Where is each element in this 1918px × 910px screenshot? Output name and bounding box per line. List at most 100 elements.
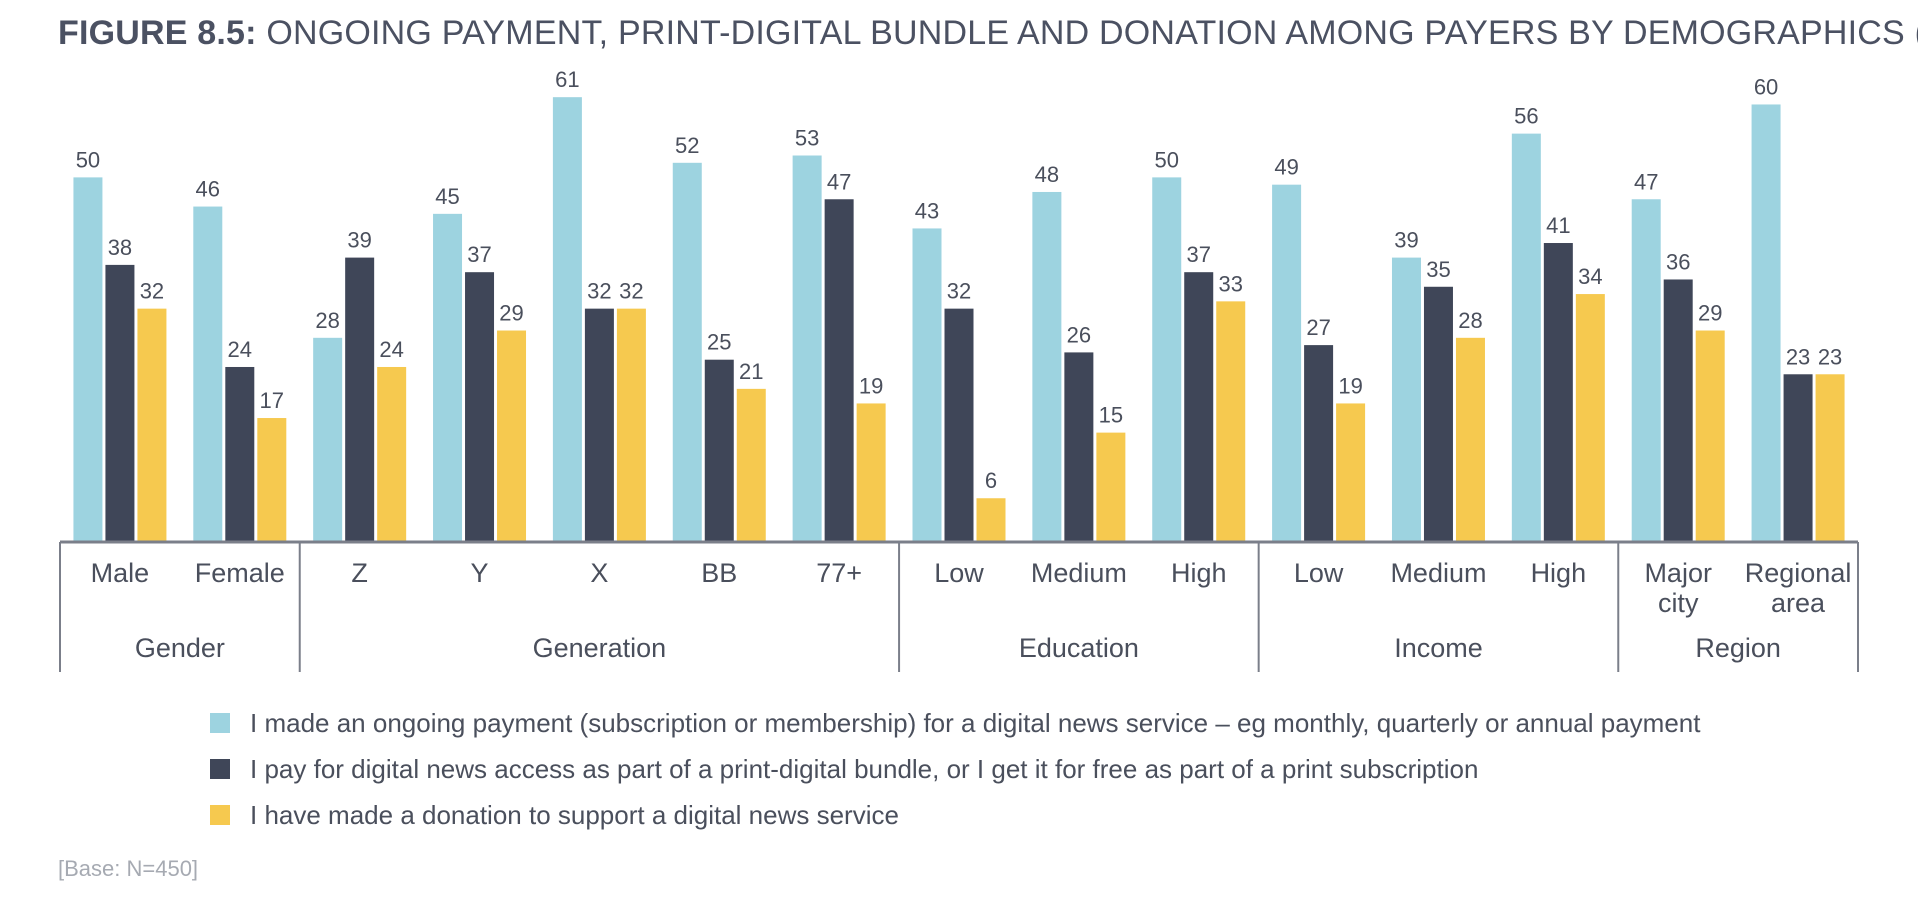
bar bbox=[465, 272, 495, 542]
group-label: Region bbox=[1695, 633, 1781, 663]
data-label: 28 bbox=[1458, 308, 1482, 333]
category-label: BB bbox=[701, 558, 737, 588]
category-label: High bbox=[1171, 558, 1227, 588]
legend-swatch-donation bbox=[210, 805, 230, 825]
data-label: 61 bbox=[555, 67, 579, 92]
bar bbox=[1455, 337, 1485, 542]
bar bbox=[225, 366, 255, 542]
legend-label-ongoing: I made an ongoing payment (subscription … bbox=[250, 707, 1701, 738]
data-label: 38 bbox=[108, 235, 132, 260]
data-label: 53 bbox=[795, 126, 819, 151]
data-label: 50 bbox=[1154, 147, 1178, 172]
data-label: 24 bbox=[228, 337, 252, 362]
bar bbox=[856, 403, 886, 542]
bar bbox=[1543, 243, 1573, 542]
bar bbox=[1064, 352, 1094, 542]
bar bbox=[552, 97, 582, 543]
bar bbox=[1511, 133, 1541, 542]
data-label: 37 bbox=[1186, 242, 1210, 267]
data-label: 17 bbox=[260, 388, 284, 413]
bar bbox=[433, 213, 463, 542]
data-label: 43 bbox=[915, 198, 939, 223]
data-label: 19 bbox=[859, 373, 883, 398]
group-label: Income bbox=[1394, 633, 1483, 663]
bar bbox=[1575, 294, 1605, 542]
base-note: [Base: N=450] bbox=[58, 856, 199, 881]
data-label: 32 bbox=[587, 279, 611, 304]
category-label: Low bbox=[934, 558, 984, 588]
data-label: 19 bbox=[1338, 373, 1362, 398]
category-label: area bbox=[1771, 588, 1826, 618]
category-label: Z bbox=[351, 558, 368, 588]
bar bbox=[1815, 374, 1845, 542]
data-label: 56 bbox=[1514, 104, 1538, 129]
group-label: Gender bbox=[135, 633, 225, 663]
bar bbox=[1391, 257, 1421, 542]
legend-item-ongoing: I made an ongoing payment (subscription … bbox=[210, 700, 1700, 746]
bar bbox=[193, 206, 223, 543]
data-label: 49 bbox=[1274, 155, 1298, 180]
bar bbox=[1663, 279, 1693, 542]
data-label: 36 bbox=[1666, 249, 1690, 274]
data-label: 6 bbox=[985, 468, 997, 493]
legend-swatch-bundle bbox=[210, 759, 230, 779]
category-label: Medium bbox=[1031, 558, 1127, 588]
category-label: Medium bbox=[1390, 558, 1486, 588]
data-label: 46 bbox=[196, 177, 220, 202]
data-label: 34 bbox=[1578, 264, 1602, 289]
bar bbox=[792, 155, 822, 542]
category-label: Regional bbox=[1745, 558, 1852, 588]
legend-swatch-ongoing bbox=[210, 713, 230, 733]
data-label: 29 bbox=[499, 301, 523, 326]
figure-caption: ONGOING PAYMENT, PRINT-DIGITAL BUNDLE AN… bbox=[256, 14, 1918, 52]
data-label: 45 bbox=[435, 184, 459, 209]
data-label: 35 bbox=[1426, 257, 1450, 282]
data-label: 23 bbox=[1786, 344, 1810, 369]
data-label: 33 bbox=[1218, 271, 1242, 296]
data-label: 21 bbox=[739, 359, 763, 384]
bar bbox=[912, 228, 942, 542]
figure-number: FIGURE 8.5: bbox=[58, 14, 257, 52]
legend-item-donation: I have made a donation to support a digi… bbox=[210, 792, 1700, 838]
data-label: 32 bbox=[619, 279, 643, 304]
bar bbox=[345, 257, 375, 542]
bar bbox=[1184, 272, 1214, 542]
bar bbox=[976, 498, 1006, 542]
bar bbox=[1216, 301, 1246, 542]
legend-label-donation: I have made a donation to support a digi… bbox=[250, 799, 899, 830]
bar bbox=[616, 308, 646, 542]
legend-label-bundle: I pay for digital news access as part of… bbox=[250, 753, 1479, 784]
legend-item-bundle: I pay for digital news access as part of… bbox=[210, 746, 1700, 792]
bar bbox=[1272, 184, 1302, 542]
bar bbox=[73, 177, 103, 542]
data-label: 26 bbox=[1067, 322, 1091, 347]
data-label: 32 bbox=[947, 279, 971, 304]
data-label: 23 bbox=[1818, 344, 1842, 369]
bar bbox=[944, 308, 974, 542]
bar bbox=[1336, 403, 1366, 542]
bar bbox=[1304, 345, 1334, 542]
bar bbox=[672, 162, 702, 543]
category-label: X bbox=[590, 558, 608, 588]
category-label: High bbox=[1531, 558, 1587, 588]
category-label: 77+ bbox=[816, 558, 862, 588]
legend: I made an ongoing payment (subscription … bbox=[210, 700, 1700, 838]
bar bbox=[377, 366, 407, 542]
category-label: Female bbox=[195, 558, 285, 588]
data-label: 47 bbox=[827, 169, 851, 194]
bar bbox=[1152, 177, 1182, 542]
bar bbox=[1032, 191, 1062, 542]
data-label: 37 bbox=[467, 242, 491, 267]
category-label: Y bbox=[471, 558, 489, 588]
data-label: 28 bbox=[315, 308, 339, 333]
bar bbox=[1751, 104, 1781, 542]
data-label: 15 bbox=[1099, 403, 1123, 428]
bar bbox=[1695, 330, 1725, 542]
data-label: 39 bbox=[347, 228, 371, 253]
bar bbox=[704, 359, 734, 542]
data-label: 24 bbox=[379, 337, 403, 362]
bar bbox=[497, 330, 527, 542]
bar bbox=[584, 308, 614, 542]
bar bbox=[1783, 374, 1813, 542]
bar bbox=[257, 418, 287, 542]
